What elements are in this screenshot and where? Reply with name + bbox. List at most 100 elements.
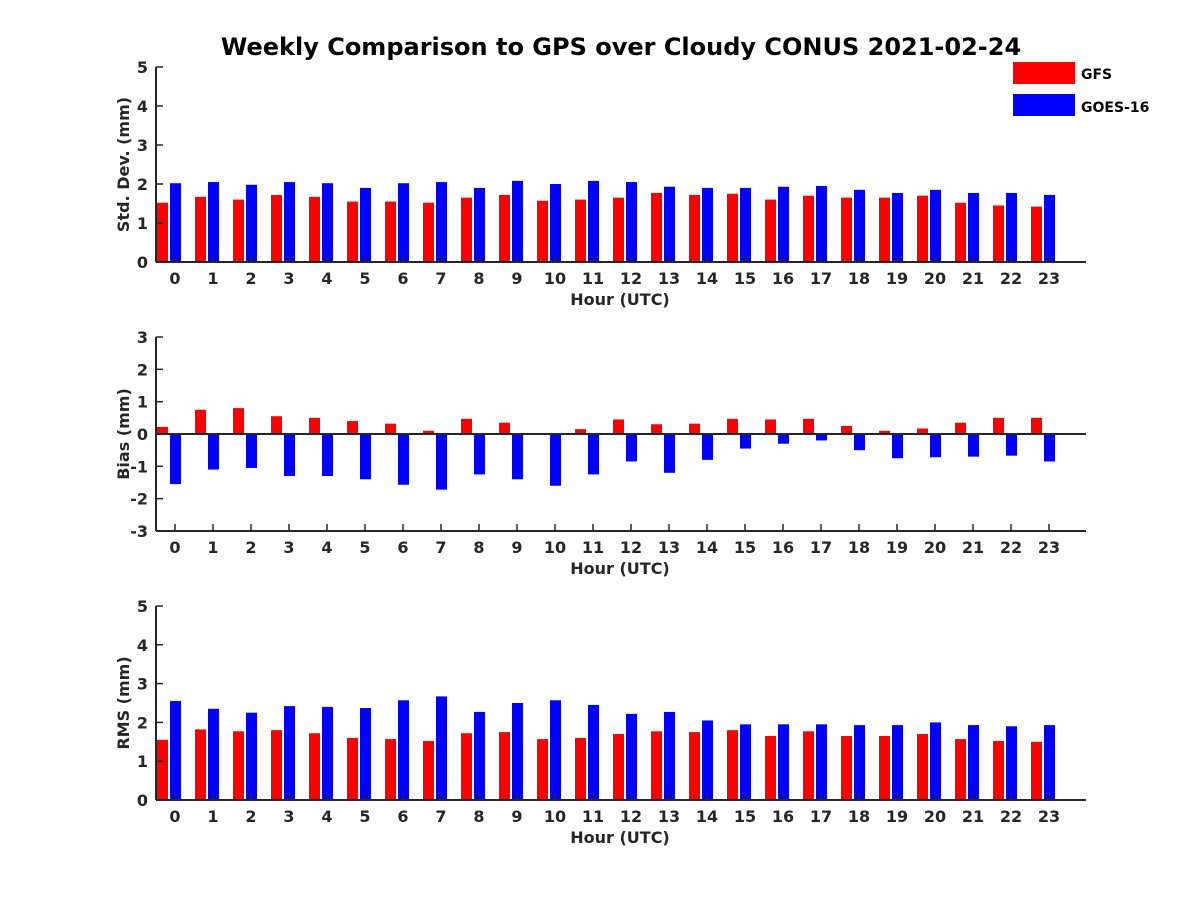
x-tick-label: 23 bbox=[1038, 269, 1060, 288]
bar-gfs-hour-22 bbox=[993, 205, 1004, 262]
bar-gfs-hour-7 bbox=[423, 202, 434, 262]
bar-goes16-hour-23 bbox=[1044, 194, 1055, 262]
bar-gfs-hour-6 bbox=[385, 739, 396, 800]
x-axis-label: Hour (UTC) bbox=[570, 559, 670, 578]
x-tick-label: 10 bbox=[544, 538, 566, 557]
x-tick-label: 22 bbox=[1000, 538, 1022, 557]
bar-goes16-hour-21 bbox=[968, 192, 979, 262]
x-tick-label: 17 bbox=[810, 538, 832, 557]
bar-goes16-hour-19 bbox=[892, 192, 903, 262]
bar-goes16-hour-15 bbox=[740, 434, 751, 449]
bar-goes16-hour-2 bbox=[246, 434, 257, 468]
bar-goes16-hour-2 bbox=[246, 712, 257, 800]
x-tick-label: 19 bbox=[886, 807, 908, 826]
x-tick-label: 10 bbox=[544, 807, 566, 826]
x-tick-label: 22 bbox=[1000, 269, 1022, 288]
x-tick-label: 3 bbox=[283, 538, 294, 557]
bar-goes16-hour-12 bbox=[626, 713, 637, 800]
y-tick-label: 5 bbox=[137, 58, 148, 77]
bar-goes16-hour-16 bbox=[778, 186, 789, 262]
x-tick-label: 2 bbox=[245, 538, 256, 557]
bar-gfs-hour-23 bbox=[1031, 206, 1042, 262]
bar-gfs-hour-17 bbox=[803, 418, 814, 434]
bar-goes16-hour-6 bbox=[398, 434, 409, 485]
bar-goes16-hour-0 bbox=[170, 183, 181, 262]
bar-gfs-hour-19 bbox=[879, 735, 890, 800]
bar-goes16-hour-17 bbox=[816, 434, 827, 441]
bar-gfs-hour-3 bbox=[271, 194, 282, 262]
bar-goes16-hour-23 bbox=[1044, 434, 1055, 462]
bar-gfs-hour-14 bbox=[689, 194, 700, 262]
x-tick-label: 14 bbox=[696, 538, 718, 557]
bar-gfs-hour-2 bbox=[233, 731, 244, 800]
x-tick-label: 3 bbox=[283, 269, 294, 288]
x-tick-label: 10 bbox=[544, 269, 566, 288]
bar-goes16-hour-14 bbox=[702, 434, 713, 460]
bar-gfs-hour-18 bbox=[841, 197, 852, 262]
bar-gfs-hour-12 bbox=[613, 197, 624, 262]
bar-gfs-hour-5 bbox=[347, 737, 358, 800]
bar-gfs-hour-20 bbox=[917, 428, 928, 434]
x-tick-label: 5 bbox=[359, 807, 370, 826]
y-tick-label: 3 bbox=[137, 675, 148, 694]
x-tick-label: 7 bbox=[435, 807, 446, 826]
x-tick-label: 9 bbox=[511, 538, 522, 557]
legend: GFS GOES-16 bbox=[1013, 62, 1149, 116]
x-tick-label: 6 bbox=[397, 807, 408, 826]
x-tick-label: 12 bbox=[620, 269, 642, 288]
y-tick-label: 1 bbox=[137, 393, 148, 412]
x-tick-label: 17 bbox=[810, 269, 832, 288]
bar-goes16-hour-9 bbox=[512, 180, 523, 262]
bar-gfs-hour-10 bbox=[537, 739, 548, 800]
y-tick-label: 1 bbox=[137, 214, 148, 233]
bar-goes16-hour-19 bbox=[892, 725, 903, 800]
bar-gfs-hour-13 bbox=[651, 424, 662, 434]
x-tick-label: 9 bbox=[511, 807, 522, 826]
x-tick-label: 23 bbox=[1038, 538, 1060, 557]
y-tick-label: 0 bbox=[137, 253, 148, 272]
x-tick-label: 19 bbox=[886, 538, 908, 557]
bar-goes16-hour-4 bbox=[322, 706, 333, 800]
x-tick-label: 6 bbox=[397, 538, 408, 557]
bar-gfs-hour-21 bbox=[955, 422, 966, 434]
bar-gfs-hour-3 bbox=[271, 416, 282, 434]
bar-gfs-hour-5 bbox=[347, 201, 358, 262]
bar-gfs-hour-2 bbox=[233, 199, 244, 262]
bar-goes16-hour-11 bbox=[588, 180, 599, 262]
bar-goes16-hour-10 bbox=[550, 434, 561, 486]
bar-goes16-hour-10 bbox=[550, 700, 561, 800]
bar-gfs-hour-20 bbox=[917, 734, 928, 800]
bar-gfs-hour-0 bbox=[157, 202, 168, 262]
x-tick-label: 0 bbox=[169, 269, 180, 288]
bar-goes16-hour-5 bbox=[360, 187, 371, 262]
bar-goes16-hour-21 bbox=[968, 725, 979, 800]
bar-goes16-hour-1 bbox=[208, 708, 219, 800]
y-tick-label: 3 bbox=[137, 328, 148, 347]
x-tick-label: 12 bbox=[620, 538, 642, 557]
x-tick-label: 15 bbox=[734, 269, 756, 288]
y-tick-label: 1 bbox=[137, 752, 148, 771]
bar-goes16-hour-15 bbox=[740, 724, 751, 800]
bar-gfs-hour-22 bbox=[993, 741, 1004, 800]
bar-goes16-hour-20 bbox=[930, 722, 941, 800]
x-tick-label: 14 bbox=[696, 269, 718, 288]
x-tick-label: 15 bbox=[734, 807, 756, 826]
bar-gfs-hour-9 bbox=[499, 422, 510, 434]
x-tick-label: 16 bbox=[772, 269, 794, 288]
x-tick-label: 0 bbox=[169, 538, 180, 557]
x-tick-label: 12 bbox=[620, 807, 642, 826]
y-tick-label: 2 bbox=[137, 713, 148, 732]
x-tick-label: 14 bbox=[696, 807, 718, 826]
x-tick-label: 16 bbox=[772, 807, 794, 826]
bar-goes16-hour-17 bbox=[816, 185, 827, 262]
bar-gfs-hour-19 bbox=[879, 430, 890, 434]
x-tick-label: 20 bbox=[924, 807, 946, 826]
bar-goes16-hour-3 bbox=[284, 182, 295, 262]
bar-gfs-hour-11 bbox=[575, 429, 586, 434]
bar-goes16-hour-4 bbox=[322, 434, 333, 477]
bar-goes16-hour-13 bbox=[664, 434, 675, 473]
x-tick-label: 4 bbox=[321, 538, 332, 557]
